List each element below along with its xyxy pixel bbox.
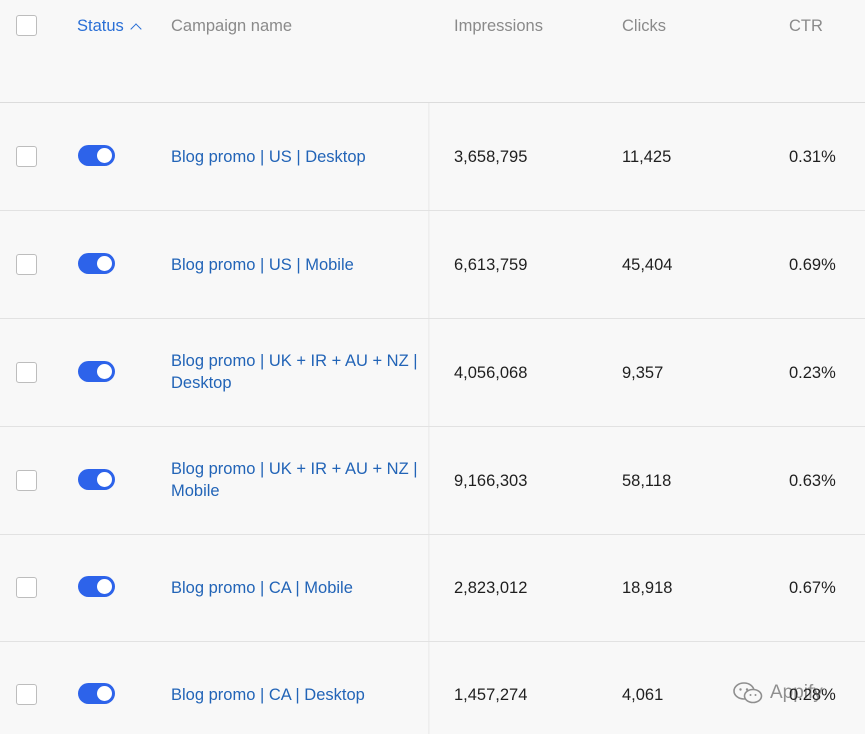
ctr-value: 0.31% (789, 148, 836, 166)
impressions-header[interactable]: Impressions (454, 16, 543, 35)
row-checkbox[interactable] (16, 470, 37, 491)
campaign-name-header[interactable]: Campaign name (171, 16, 293, 35)
row-checkbox[interactable] (16, 254, 37, 275)
campaign-name-link[interactable]: Blog promo | US | Desktop (171, 148, 366, 166)
impressions-value: 1,457,274 (454, 686, 528, 704)
ctr-header[interactable]: CTR (789, 16, 823, 35)
row-checkbox[interactable] (16, 684, 37, 705)
clicks-value: 58,118 (622, 472, 672, 490)
status-toggle[interactable] (78, 361, 115, 382)
clicks-header[interactable]: Clicks (622, 16, 666, 35)
clicks-value: 4,061 (622, 686, 664, 704)
table-row: Blog promo | UK + IR + AU + NZ | Mobile … (0, 427, 865, 535)
impressions-value: 2,823,012 (454, 579, 528, 597)
impressions-value: 4,056,068 (454, 364, 528, 382)
toggle-knob (97, 686, 112, 701)
select-all-checkbox[interactable] (16, 15, 37, 36)
toggle-knob (97, 256, 112, 271)
column-divider (428, 0, 430, 734)
impressions-value: 3,658,795 (454, 148, 528, 166)
campaign-name-link[interactable]: Blog promo | UK + IR + AU + NZ | Desktop (171, 352, 418, 392)
campaign-name-link[interactable]: Blog promo | CA | Mobile (171, 579, 353, 597)
status-sort-header[interactable]: Status (77, 0, 142, 52)
status-toggle[interactable] (78, 683, 115, 704)
toggle-knob (97, 148, 112, 163)
row-checkbox[interactable] (16, 362, 37, 383)
clicks-value: 18,918 (622, 579, 673, 597)
table-header: Status Campaign name Impressions Clicks … (0, 0, 865, 103)
toggle-knob (97, 472, 112, 487)
impressions-value: 6,613,759 (454, 256, 528, 274)
ctr-value: 0.67% (789, 579, 836, 597)
watermark: Appify (732, 680, 823, 706)
impressions-value: 9,166,303 (454, 472, 528, 490)
status-toggle[interactable] (78, 469, 115, 490)
chevron-up-icon (130, 22, 142, 35)
campaign-name-link[interactable]: Blog promo | UK + IR + AU + NZ | Mobile (171, 460, 418, 500)
ctr-value: 0.23% (789, 364, 836, 382)
ctr-value: 0.69% (789, 256, 836, 274)
wechat-icon (733, 682, 763, 704)
status-toggle[interactable] (78, 576, 115, 597)
status-header-label: Status (77, 16, 124, 35)
campaign-name-link[interactable]: Blog promo | US | Mobile (171, 256, 354, 274)
table-row: Blog promo | UK + IR + AU + NZ | Desktop… (0, 319, 865, 427)
clicks-value: 9,357 (622, 364, 664, 382)
campaign-name-link[interactable]: Blog promo | CA | Desktop (171, 686, 365, 704)
table-row: Blog promo | CA | Desktop 1,457,274 4,06… (0, 642, 865, 734)
status-toggle[interactable] (78, 253, 115, 274)
toggle-knob (97, 364, 112, 379)
clicks-value: 45,404 (622, 256, 673, 274)
clicks-value: 11,425 (622, 148, 672, 166)
ctr-value: 0.63% (789, 472, 836, 490)
row-checkbox[interactable] (16, 577, 37, 598)
watermark-text: Appify (770, 682, 823, 703)
ctr-value: 0.28% (789, 686, 836, 704)
table-row: Blog promo | US | Mobile 6,613,759 45,40… (0, 211, 865, 319)
status-toggle[interactable] (78, 145, 115, 166)
table-row: Blog promo | US | Desktop 3,658,795 11,4… (0, 103, 865, 211)
toggle-knob (97, 579, 112, 594)
table-row: Blog promo | CA | Mobile 2,823,012 18,91… (0, 535, 865, 642)
row-checkbox[interactable] (16, 146, 37, 167)
